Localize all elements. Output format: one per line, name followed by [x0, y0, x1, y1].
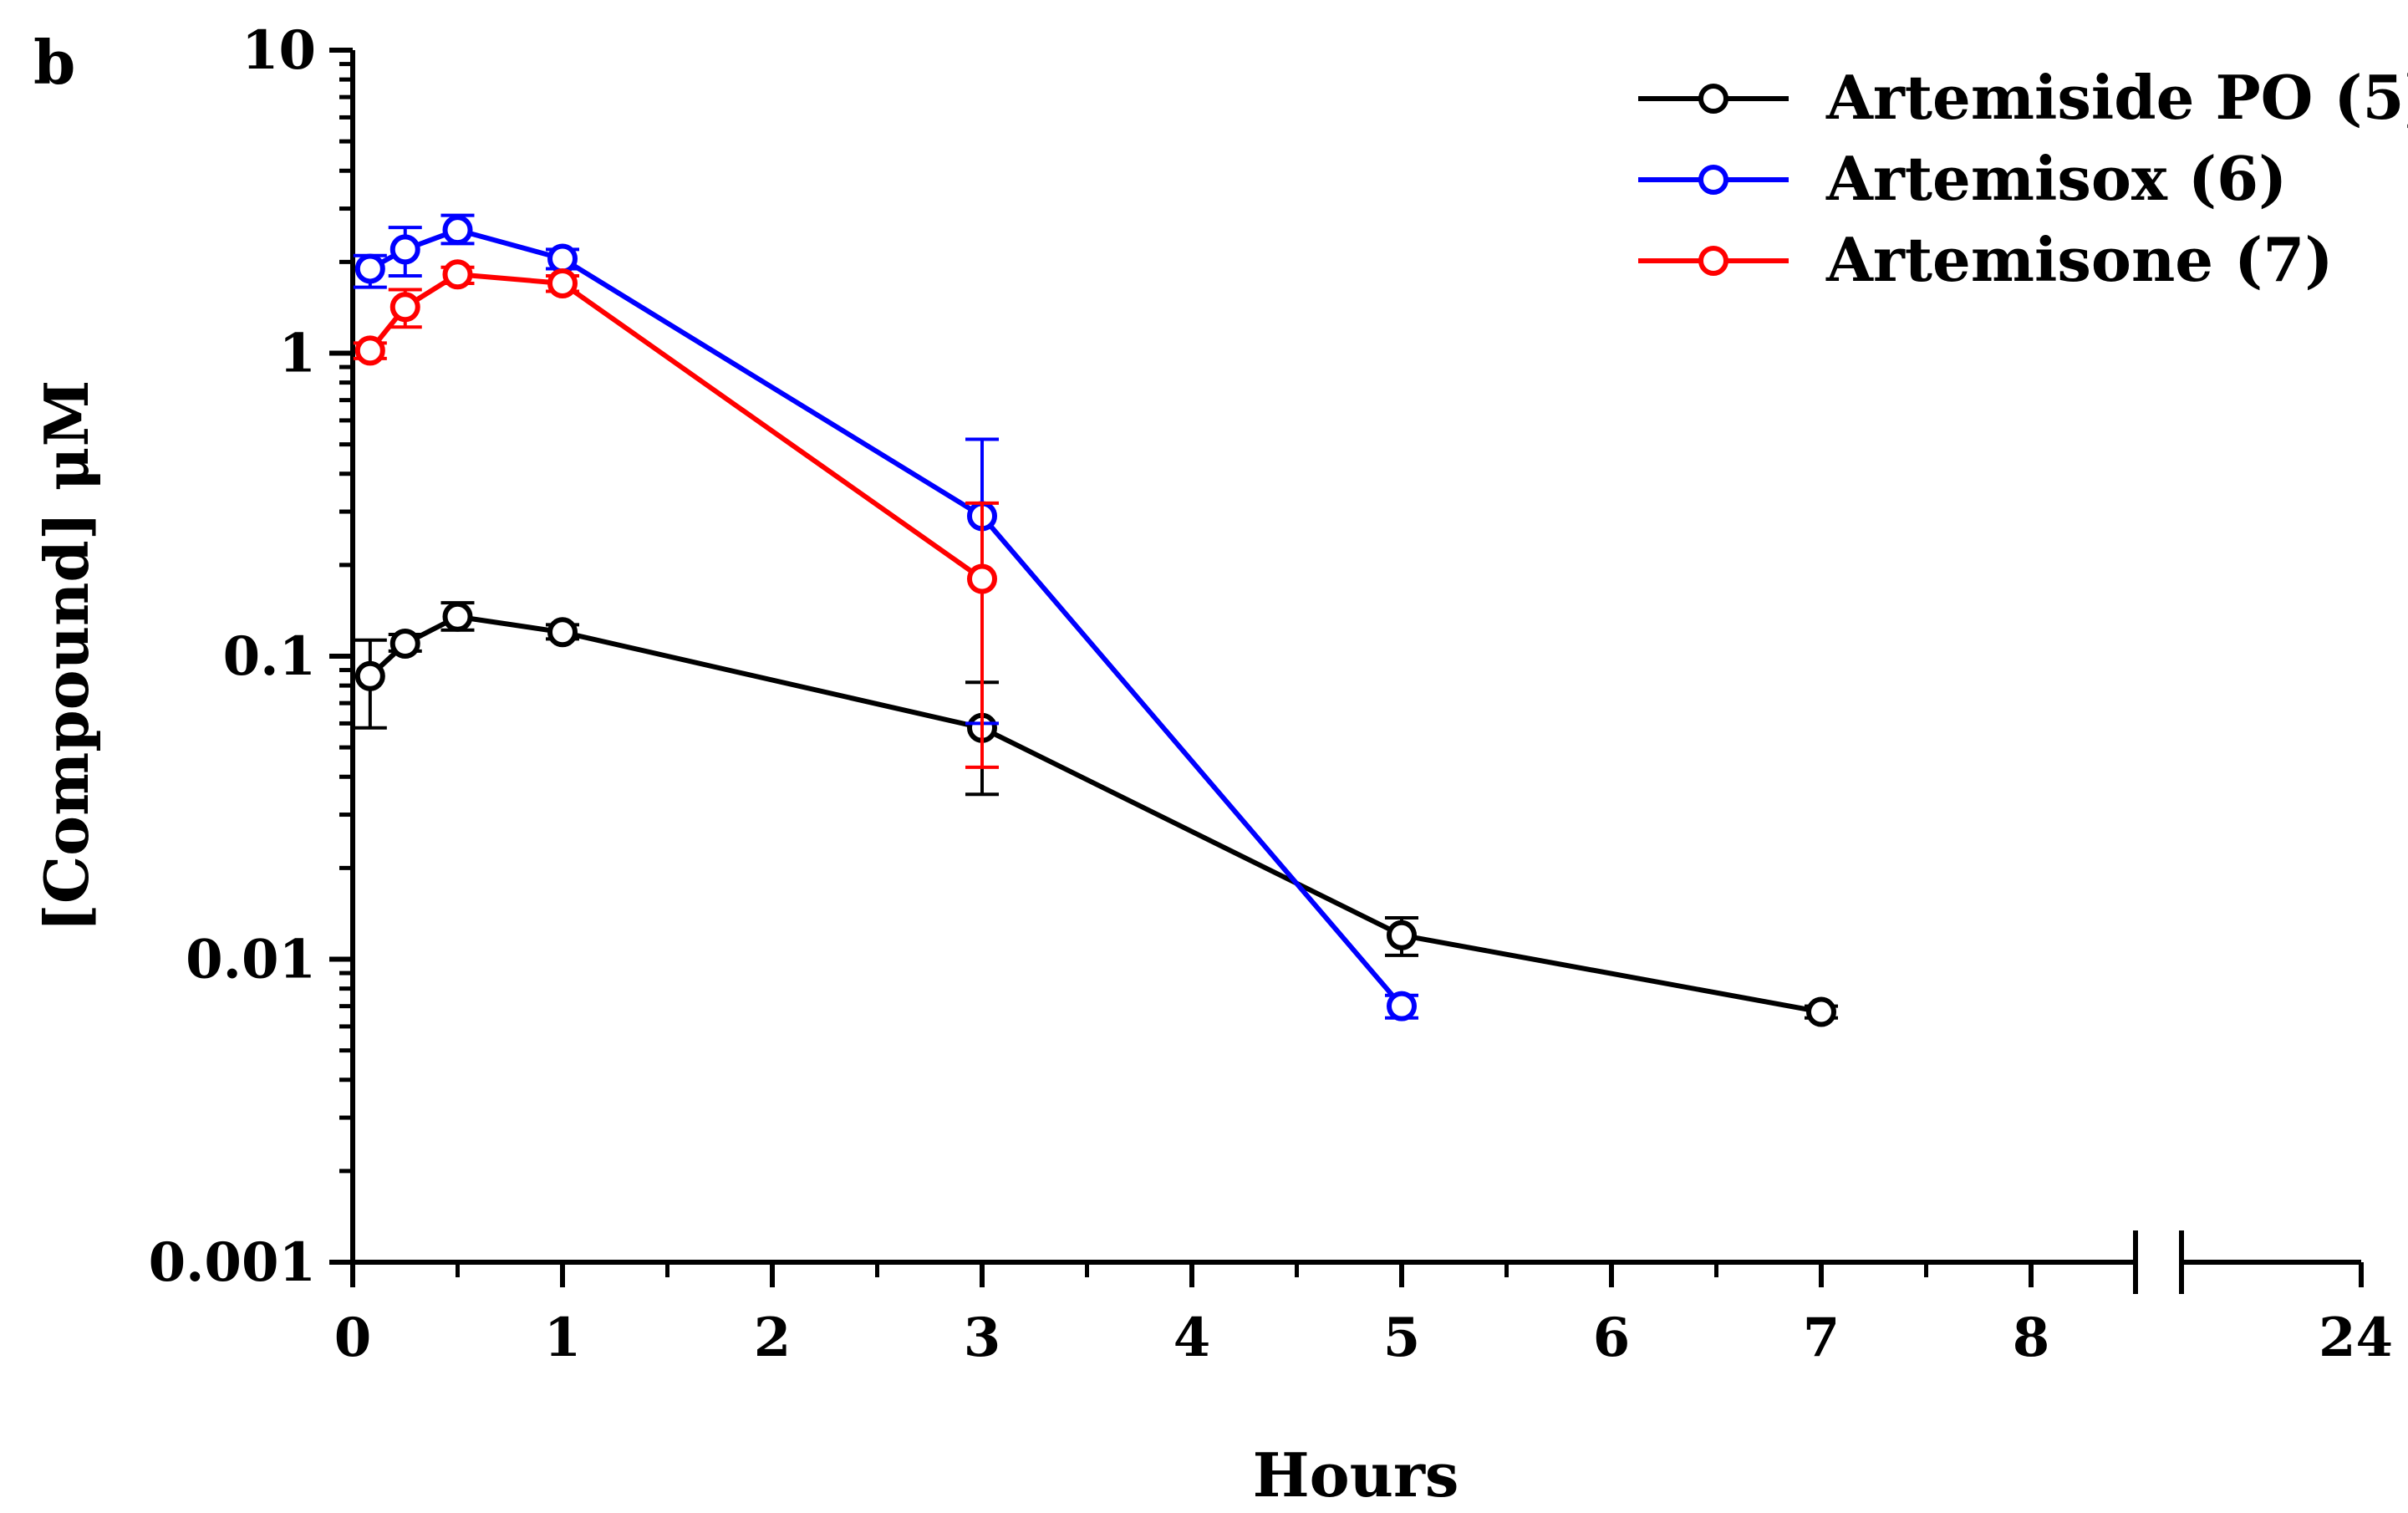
series-group: [353, 213, 1838, 1027]
panel-label: b: [33, 27, 75, 98]
y-tick-label: 0.001: [149, 1231, 316, 1294]
x-tick-label: 6: [1593, 1307, 1631, 1369]
legend-item: Artemisone (7): [1638, 224, 2333, 295]
series-3: [353, 259, 999, 769]
legend-label: Artemisone (7): [1825, 224, 2333, 295]
data-point: [967, 563, 997, 594]
data-point: [442, 259, 473, 290]
series-line: [368, 272, 984, 581]
data-point: [354, 253, 385, 284]
data-point: [389, 292, 420, 323]
axes: 0.001 0.01 0.1 1 10 0 1 2 3 4 5 6 7 8 24 Hours [Compound…: [31, 19, 2393, 1510]
x-tick-label: 4: [1173, 1307, 1211, 1369]
legend-label: Artemiside PO (5): [1825, 62, 2408, 133]
y-axis-title: [Compound] μM: [31, 380, 102, 933]
legend-label: Artemisox (6): [1825, 143, 2287, 214]
y-tick-label: 10: [242, 19, 316, 82]
data-point: [354, 660, 385, 691]
data-point: [442, 215, 473, 246]
x-tick-label: 8: [2013, 1307, 2050, 1369]
data-point: [547, 267, 578, 298]
y-tick-label: 1: [278, 323, 316, 385]
data-point: [389, 628, 420, 659]
data-point: [1806, 996, 1836, 1027]
x-tick-label: 7: [1803, 1307, 1840, 1369]
series-1: [353, 601, 1838, 1027]
x-tick-label: 0: [334, 1307, 372, 1369]
legend-marker: [1698, 165, 1728, 195]
y-tick-label: 0.01: [186, 929, 316, 991]
legend-item: Artemiside PO (5): [1638, 62, 2408, 133]
data-point: [389, 234, 420, 265]
x-tick-label: 2: [754, 1307, 792, 1369]
series-line: [368, 614, 1822, 1015]
x-tick-label: 5: [1383, 1307, 1421, 1369]
legend-marker: [1698, 84, 1728, 114]
legend: Artemiside PO (5) Artemisox (6) Artemisone…: [1638, 62, 2408, 295]
x-tick-label: 1: [544, 1307, 582, 1369]
data-point: [1387, 920, 1417, 950]
legend-item: Artemisox (6): [1638, 143, 2287, 214]
series-line: [369, 227, 1404, 1008]
data-point: [547, 243, 578, 274]
data-point: [547, 617, 578, 648]
x-tick-label: 24: [2319, 1307, 2393, 1369]
data-point: [1387, 991, 1417, 1021]
legend-marker: [1698, 246, 1728, 276]
x-tick-label: 3: [964, 1307, 1001, 1369]
data-point: [442, 601, 473, 632]
data-point: [354, 335, 385, 366]
x-axis-title: Hours: [1253, 1439, 1459, 1509]
series-2: [353, 213, 1418, 1021]
y-tick-label: 0.1: [223, 625, 316, 688]
